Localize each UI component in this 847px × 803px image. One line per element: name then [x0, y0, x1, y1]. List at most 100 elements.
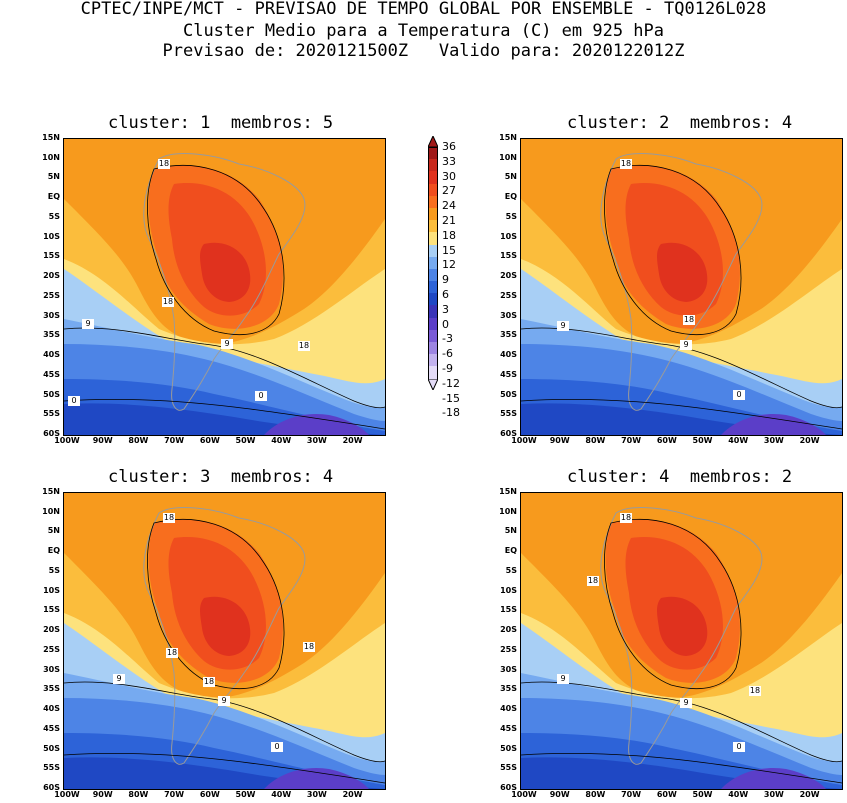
- lat-tick-label: 5N: [504, 526, 517, 536]
- temperature-field: 18 18 18 18 9 9 0: [64, 493, 385, 789]
- colorbar-level-label: 27: [442, 184, 456, 198]
- svg-text:18: 18: [588, 576, 598, 585]
- lat-tick-label: 50S: [43, 743, 60, 753]
- lat-tick-label: 40S: [43, 704, 60, 714]
- svg-text:18: 18: [167, 648, 177, 657]
- svg-text:18: 18: [304, 642, 314, 651]
- lat-tick-label: 45S: [500, 723, 517, 733]
- map-panel-cluster-1: 18 18 9 9 18 0 0: [63, 138, 386, 436]
- lat-tick-label: 20S: [43, 625, 60, 635]
- lat-tick-label: 15S: [43, 605, 60, 615]
- lat-tick-label: 55S: [43, 763, 60, 773]
- lat-tick-label: 15S: [500, 251, 517, 261]
- lat-tick-label: 55S: [500, 763, 517, 773]
- svg-text:0: 0: [274, 742, 279, 751]
- svg-text:9: 9: [683, 340, 688, 349]
- lon-tick-label: 50W: [235, 436, 256, 445]
- svg-text:18: 18: [204, 677, 214, 686]
- lon-tick-label: 40W: [271, 436, 292, 445]
- svg-text:0: 0: [258, 391, 263, 400]
- lat-tick-label: 60S: [500, 783, 517, 792]
- map-panel-cluster-3: 18 18 18 18 9 9 0: [63, 492, 386, 790]
- colorbar-swatch: [428, 329, 438, 342]
- colorbar-swatch: [428, 171, 438, 184]
- lat-tick-label: 30S: [43, 664, 60, 674]
- lon-tick-label: 50W: [692, 436, 713, 445]
- lon-tick-label: 100W: [511, 790, 537, 799]
- map-panel-cluster-4: 18 18 18 9 9 0: [520, 492, 843, 790]
- svg-text:18: 18: [163, 297, 173, 306]
- svg-text:9: 9: [560, 674, 565, 683]
- lat-tick-label: 5S: [505, 565, 517, 575]
- lat-tick-label: EQ: [504, 192, 517, 202]
- lat-tick-label: 45S: [43, 723, 60, 733]
- lat-tick-label: 25S: [500, 290, 517, 300]
- lat-tick-label: 10N: [42, 152, 60, 162]
- lat-tick-label: 5S: [48, 211, 60, 221]
- lat-tick-label: 30S: [500, 664, 517, 674]
- colorbar-swatch: [428, 366, 438, 379]
- colorbar-level-label: 24: [442, 199, 456, 213]
- colorbar-bottom-arrow: [428, 378, 438, 390]
- lon-tick-label: 80W: [585, 790, 606, 799]
- colorbar-level-label: -3: [442, 332, 453, 346]
- svg-text:18: 18: [750, 686, 760, 695]
- svg-text:18: 18: [299, 341, 309, 350]
- lat-tick-label: EQ: [504, 546, 517, 556]
- panel-title-4: cluster: 4 membros: 2: [567, 467, 793, 487]
- colorbar-level-label: -18: [442, 406, 460, 420]
- lat-tick-label: 5N: [47, 172, 60, 182]
- lon-tick-label: 90W: [549, 790, 570, 799]
- colorbar-level-label: -6: [442, 347, 453, 361]
- svg-text:0: 0: [736, 390, 741, 399]
- colorbar-level-label: 36: [442, 140, 456, 153]
- colorbar-level-label: 6: [442, 288, 449, 301]
- svg-text:18: 18: [621, 159, 631, 168]
- lat-tick-label: 55S: [43, 409, 60, 419]
- lat-tick-label: 15S: [43, 251, 60, 261]
- lon-tick-label: 80W: [128, 790, 149, 799]
- colorbar-swatch: [428, 317, 438, 330]
- colorbar-level-label: 15: [442, 243, 456, 257]
- svg-text:18: 18: [621, 513, 631, 522]
- svg-text:9: 9: [221, 696, 226, 705]
- lon-tick-label: 90W: [92, 436, 113, 445]
- lat-tick-label: 35S: [500, 330, 517, 340]
- lat-tick-label: 50S: [43, 389, 60, 399]
- colorbar-level-label: 18: [442, 228, 456, 242]
- colorbar-swatch: [428, 256, 438, 269]
- lon-tick-label: 20W: [342, 436, 363, 445]
- chart-title-line2: Cluster Medio para a Temperatura (C) em …: [182, 21, 665, 41]
- lon-tick-label: 60W: [199, 790, 220, 799]
- panel-title-3: cluster: 3 membros: 4: [108, 467, 334, 487]
- colorbar-swatch: [428, 207, 438, 221]
- lon-tick-label: 20W: [342, 790, 363, 799]
- lon-tick-label: 60W: [656, 436, 677, 445]
- lat-tick-label: 10N: [499, 152, 517, 162]
- colorbar-swatch: [428, 183, 438, 196]
- lat-tick-label: 15N: [42, 487, 60, 496]
- colorbar-level-label: -9: [442, 362, 453, 375]
- colorbar-level-label: -15: [442, 391, 460, 405]
- colorbar-swatch: [428, 220, 438, 233]
- lat-tick-label: 10S: [500, 231, 517, 241]
- lon-tick-label: 30W: [306, 436, 327, 445]
- panel-title-2: cluster: 2 membros: 4: [567, 113, 793, 133]
- lat-tick-label: 25S: [500, 644, 517, 654]
- svg-text:18: 18: [159, 159, 169, 168]
- lat-tick-label: 5N: [47, 526, 60, 536]
- lat-tick-label: 60S: [500, 429, 517, 438]
- lon-tick-label: 40W: [728, 790, 749, 799]
- lon-tick-label: 50W: [692, 790, 713, 799]
- lat-tick-label: 40S: [500, 704, 517, 714]
- lat-tick-label: 25S: [43, 644, 60, 654]
- lat-tick-label: 50S: [500, 743, 517, 753]
- lat-tick-label: 35S: [43, 684, 60, 694]
- svg-text:18: 18: [164, 513, 174, 522]
- svg-text:0: 0: [71, 396, 76, 405]
- lat-tick-label: 35S: [43, 330, 60, 340]
- colorbar-swatch: [428, 281, 438, 294]
- lat-tick-label: 50S: [500, 389, 517, 399]
- colorbar-swatch: [428, 354, 438, 367]
- svg-text:9: 9: [116, 674, 121, 683]
